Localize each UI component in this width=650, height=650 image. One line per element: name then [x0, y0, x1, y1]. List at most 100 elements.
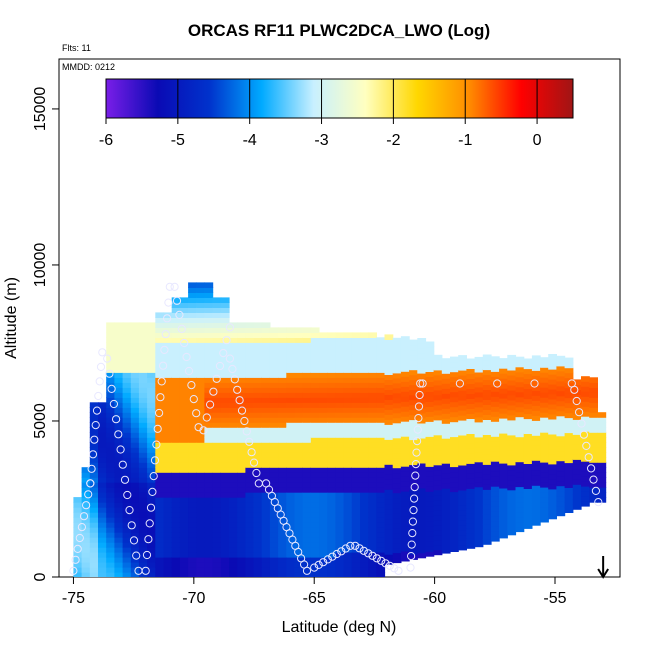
- heatmap-cell: [196, 377, 205, 383]
- track-point: [94, 391, 103, 401]
- heatmap-cell: [122, 572, 132, 577]
- heatmap-cell: [335, 387, 345, 393]
- heatmap-cell: [589, 392, 598, 398]
- heatmap-cell: [163, 522, 173, 528]
- heatmap-cell: [425, 551, 435, 557]
- heatmap-cell: [106, 547, 115, 553]
- heatmap-cell: [212, 307, 222, 313]
- track-point: [414, 402, 424, 411]
- heatmap-cell: [458, 355, 467, 361]
- heatmap-cell: [450, 521, 459, 527]
- heatmap-cell: [269, 352, 279, 358]
- heatmap-cell: [286, 552, 296, 558]
- heatmap-cell: [81, 527, 91, 533]
- heatmap-cell: [302, 387, 312, 393]
- heatmap-cell: [294, 347, 304, 353]
- heatmap-cell: [196, 487, 205, 493]
- heatmap-cell: [98, 467, 107, 473]
- heatmap-cell: [490, 526, 500, 532]
- heatmap-cell: [351, 457, 361, 463]
- heatmap-cell: [564, 377, 574, 384]
- heatmap-cell: [261, 382, 271, 388]
- heatmap-cell: [450, 541, 459, 547]
- heatmap-cell: [360, 432, 369, 438]
- heatmap-cell: [278, 412, 287, 418]
- heatmap-cell: [450, 401, 459, 408]
- heatmap-cell: [261, 537, 271, 543]
- heatmap-cell: [261, 427, 271, 433]
- heatmap-cell: [204, 387, 214, 393]
- heatmap-cell: [556, 370, 566, 377]
- heatmap-cell: [564, 357, 574, 364]
- heatmap-cell: [466, 453, 476, 459]
- heatmap-cell: [425, 386, 435, 392]
- heatmap-cell: [433, 519, 443, 526]
- heatmap-cell: [523, 408, 533, 415]
- heatmap-cell: [384, 539, 394, 545]
- heatmap-cell: [229, 497, 238, 503]
- heatmap-cell: [179, 452, 189, 458]
- track-point: [385, 561, 394, 570]
- heatmap-cell: [343, 342, 353, 348]
- heatmap-cell: [171, 457, 181, 463]
- heatmap-cell: [417, 363, 427, 369]
- heatmap-cell: [278, 422, 287, 428]
- track-point: [319, 558, 328, 567]
- heatmap-cell: [138, 422, 148, 428]
- heatmap-cell: [376, 387, 386, 393]
- heatmap-cell: [171, 522, 181, 528]
- heatmap-cell: [384, 344, 394, 350]
- heatmap-cell: [474, 361, 484, 368]
- heatmap-cell: [458, 410, 467, 416]
- heatmap-cell: [400, 401, 410, 407]
- heatmap-cell: [515, 391, 525, 398]
- heatmap-cell: [531, 490, 541, 496]
- heatmap-cell: [269, 532, 279, 538]
- heatmap-cell: [155, 472, 165, 478]
- heatmap-cell: [556, 360, 566, 367]
- heatmap-cell: [269, 547, 279, 553]
- heatmap-cell: [499, 388, 508, 394]
- track-point: [189, 395, 198, 404]
- heatmap-cell: [384, 534, 394, 540]
- heatmap-cell: [450, 376, 459, 383]
- heatmap-cell: [171, 497, 181, 503]
- heatmap-cell: [409, 339, 418, 346]
- heatmap-cell: [253, 557, 263, 563]
- heatmap-cell: [204, 527, 214, 533]
- heatmap-cell: [351, 352, 361, 358]
- track-point: [90, 435, 99, 444]
- heatmap-cell: [597, 462, 607, 468]
- heatmap-cell: [286, 452, 296, 458]
- heatmap-cell: [310, 512, 320, 518]
- heatmap-cell: [425, 351, 435, 357]
- heatmap-cell: [400, 336, 410, 342]
- heatmap-cell: [351, 367, 361, 373]
- heatmap-cell: [515, 381, 525, 388]
- heatmap-cell: [122, 362, 132, 368]
- heatmap-cell: [89, 487, 99, 493]
- heatmap-cell: [179, 382, 189, 388]
- heatmap-cell: [482, 449, 492, 455]
- heatmap-cell: [302, 337, 312, 343]
- heatmap-cell: [171, 342, 181, 348]
- heatmap-cell: [548, 354, 557, 360]
- heatmap-cell: [540, 377, 549, 383]
- heatmap-cell: [155, 372, 165, 378]
- heatmap-cell: [482, 484, 492, 490]
- heatmap-cell: [73, 557, 83, 563]
- heatmap-cell: [310, 472, 320, 478]
- heatmap-cell: [229, 342, 238, 348]
- heatmap-cell: [245, 337, 255, 343]
- heatmap-cell: [507, 454, 517, 461]
- heatmap-cell: [466, 378, 476, 384]
- heatmap-cell: [179, 297, 189, 303]
- heatmap-cell: [106, 322, 115, 328]
- heatmap-cell: [450, 491, 459, 498]
- heatmap-cell: [229, 337, 238, 343]
- heatmap-cell: [237, 492, 246, 498]
- heatmap-cell: [556, 505, 566, 512]
- heatmap-cell: [335, 517, 345, 523]
- heatmap-cell: [376, 492, 386, 498]
